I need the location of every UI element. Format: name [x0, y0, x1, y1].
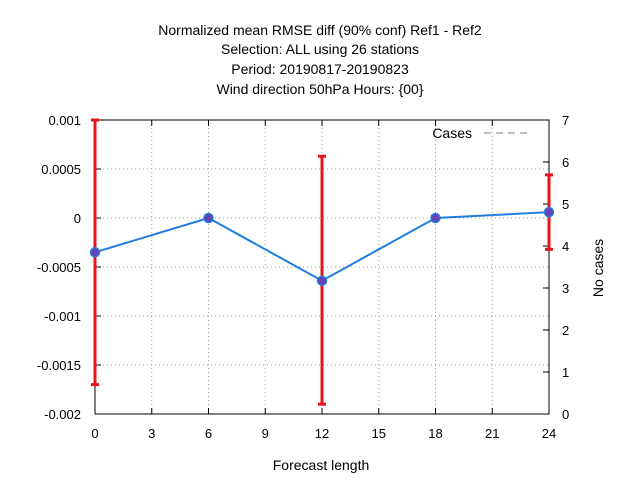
title-line-1: Normalized mean RMSE diff (90% conf) Ref… — [158, 22, 482, 38]
chart-title: Normalized mean RMSE diff (90% conf) Ref… — [158, 22, 482, 97]
y-tick-labels: 0.001 0.0005 0 -0.0005 -0.001 -0.0015 -0.002 — [37, 113, 81, 422]
data-point — [543, 206, 555, 218]
legend: Cases — [432, 125, 531, 141]
y-tick-label: -0.001 — [44, 309, 81, 324]
y2-axis-label: No cases — [590, 239, 606, 297]
confidence-error-bars — [91, 118, 553, 406]
rmse-diff-points — [89, 206, 555, 286]
x-tick-label: 6 — [205, 426, 212, 441]
x-axis-label: Forecast length — [273, 457, 370, 473]
x-tick-label: 15 — [372, 426, 386, 441]
x-tick-label: 18 — [428, 426, 442, 441]
y2-tick-label: 2 — [562, 323, 569, 338]
x-tick-label: 0 — [91, 426, 98, 441]
y2-tick-label: 0 — [562, 407, 569, 422]
y2-tick-labels: 7 6 5 4 3 2 1 0 — [562, 113, 569, 422]
axis-ticks — [94, 119, 550, 415]
y2-tick-label: 3 — [562, 281, 569, 296]
x-tick-label: 3 — [148, 426, 155, 441]
y-tick-label: -0.002 — [44, 407, 81, 422]
y-tick-label: 0 — [74, 211, 81, 226]
x-tick-label: 9 — [262, 426, 269, 441]
title-line-3: Period: 20190817-20190823 — [231, 61, 409, 77]
data-point — [203, 212, 214, 224]
x-tick-label: 12 — [315, 426, 329, 441]
legend-label-cases: Cases — [432, 125, 472, 141]
y-tick-label: -0.0005 — [37, 260, 81, 275]
data-point — [89, 247, 101, 258]
y-tick-label: -0.0015 — [37, 358, 81, 373]
y2-tick-label: 7 — [562, 113, 569, 128]
y2-tick-label: 1 — [562, 365, 569, 380]
title-line-4: Wind direction 50hPa Hours: {00} — [216, 81, 423, 97]
title-line-2: Selection: ALL using 26 stations — [221, 41, 419, 57]
y2-tick-label: 6 — [562, 155, 569, 170]
data-point — [430, 212, 441, 224]
data-point — [316, 275, 328, 286]
y2-tick-label: 5 — [562, 197, 569, 212]
x-tick-label: 24 — [542, 426, 556, 441]
y2-tick-label: 4 — [562, 239, 569, 254]
y-tick-label: 0.001 — [48, 113, 81, 128]
x-tick-labels: 0 3 6 9 12 15 18 21 24 — [91, 426, 556, 441]
x-tick-label: 21 — [485, 426, 499, 441]
y-tick-label: 0.0005 — [41, 162, 81, 177]
